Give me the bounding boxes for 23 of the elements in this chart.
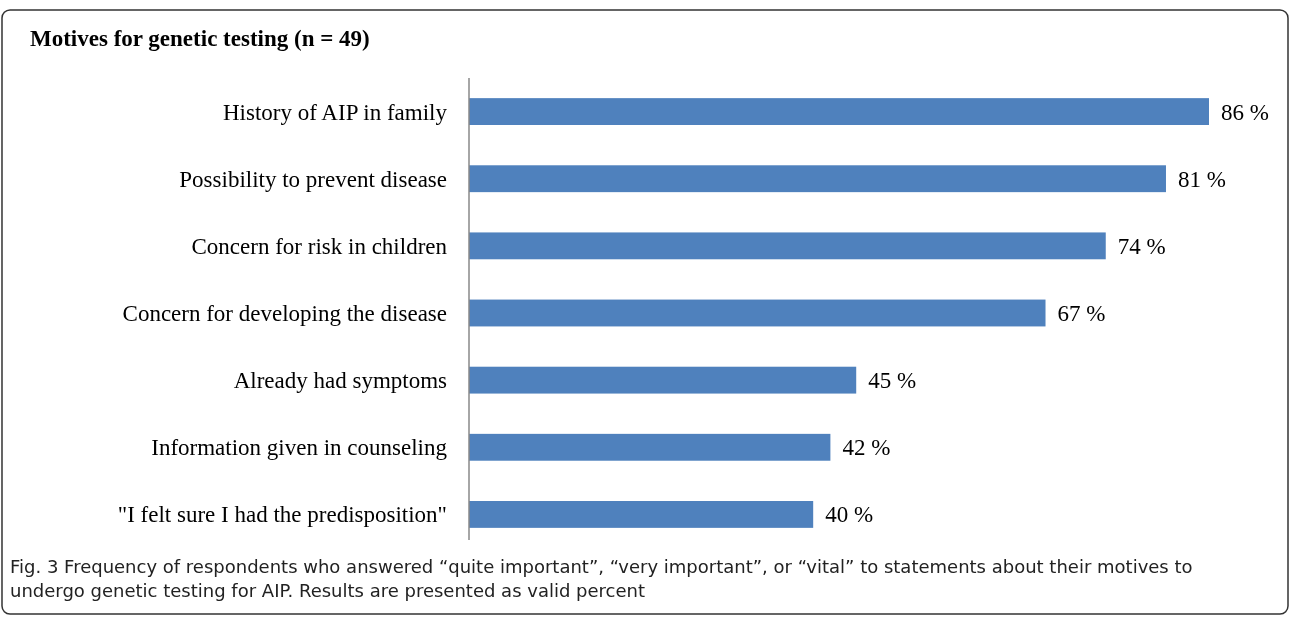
y-tick-label: Possibility to prevent disease bbox=[179, 166, 447, 192]
y-tick-label: Concern for risk in children bbox=[191, 233, 448, 259]
bar bbox=[469, 232, 1106, 260]
bar bbox=[469, 366, 857, 394]
data-label: 45 % bbox=[868, 368, 917, 394]
bar bbox=[469, 98, 1209, 125]
bar bbox=[469, 299, 1046, 327]
y-tick-label: Information given in counseling bbox=[151, 435, 448, 461]
caption: Fig. 3 Frequency of respondents who answered “quite important”, “very important”, or “vital” to statements about their motives to undergo genetic testing for AIP. Results are presented as valid percent bbox=[10, 555, 1194, 603]
bar bbox=[469, 501, 814, 528]
data-label: 40 % bbox=[825, 502, 874, 528]
text: Motives for genetic testing (n = 49) bbox=[30, 26, 370, 51]
data-label: 67 % bbox=[1057, 301, 1106, 327]
y-tick-label: Already had symptoms bbox=[233, 368, 448, 394]
data-label: 42 % bbox=[842, 435, 891, 461]
y-tick-label: "I felt sure I had the predisposition" bbox=[117, 502, 447, 528]
data-label: 86 % bbox=[1221, 99, 1269, 125]
bar bbox=[469, 433, 831, 461]
data-label: 81 % bbox=[1177, 166, 1226, 192]
data-label: 74 % bbox=[1117, 233, 1166, 259]
y-tick-label: History of AIP in family bbox=[222, 99, 448, 125]
bar bbox=[469, 165, 1166, 193]
y-tick-label: Concern for developing the disease bbox=[122, 301, 447, 327]
